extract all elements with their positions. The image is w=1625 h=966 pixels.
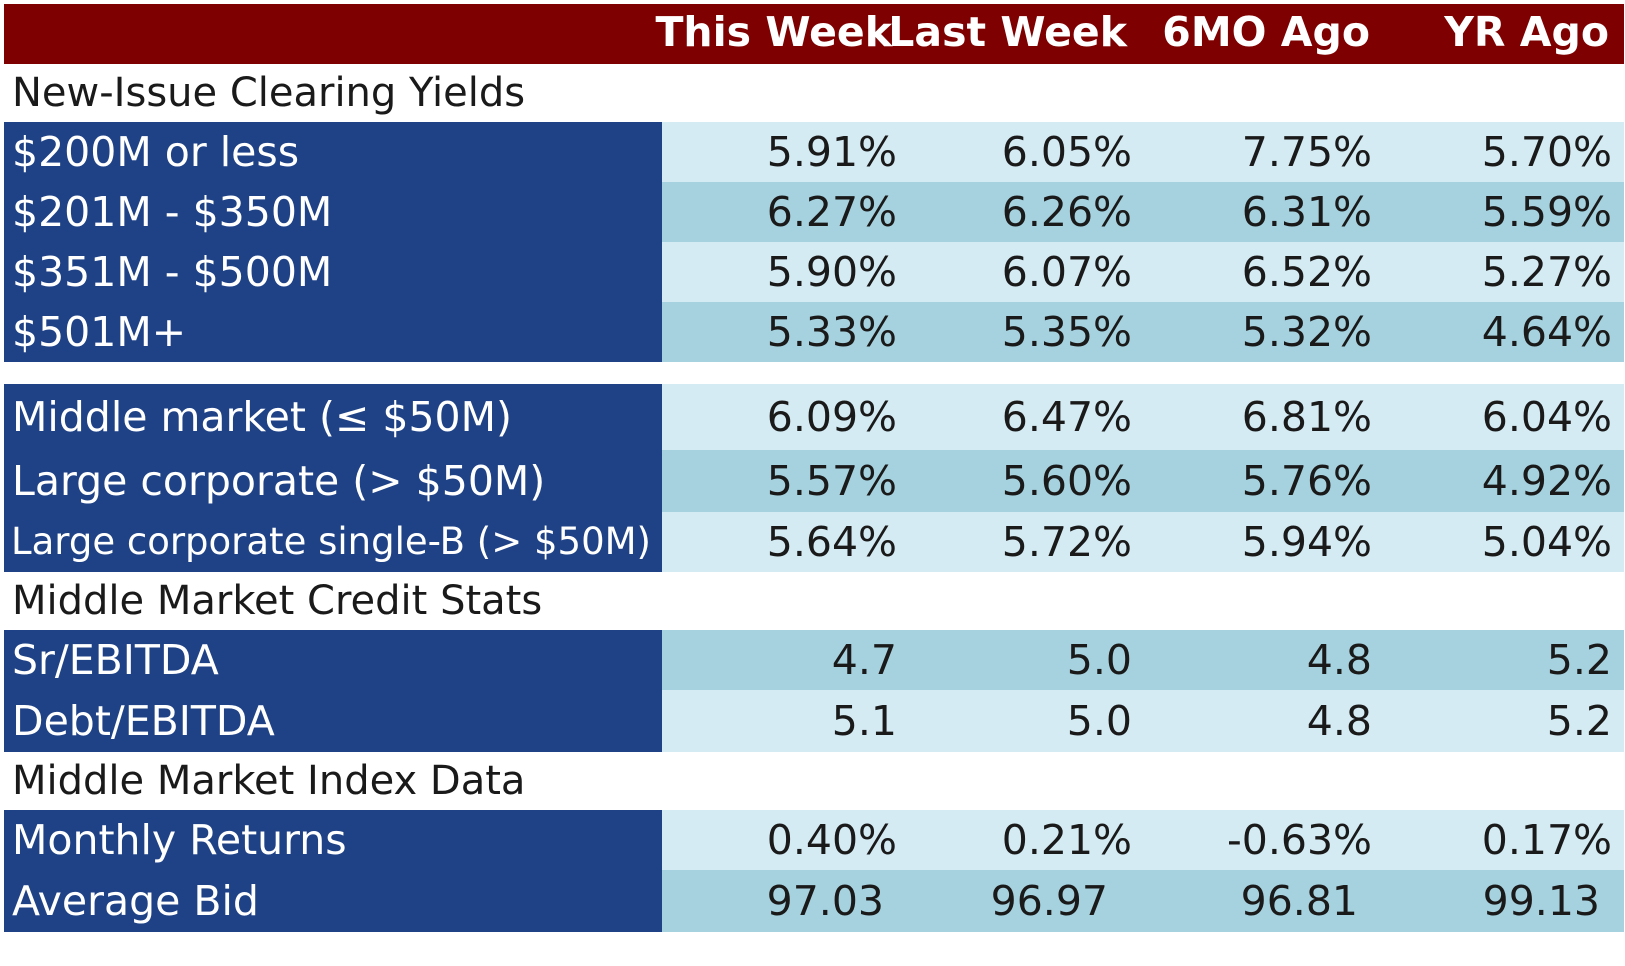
- section-title-new-issue: New-Issue Clearing Yields: [4, 64, 1624, 122]
- value-yr-ago: 4.92%: [1481, 457, 1612, 505]
- header-last-week: Last Week: [888, 8, 1127, 56]
- value-6mo-ago: 4.8: [1306, 636, 1372, 684]
- value-6mo-ago: 5.32%: [1241, 308, 1372, 356]
- row-values: 5.91% 6.05% 7.75% 5.70%: [662, 122, 1624, 182]
- section-title: Middle Market Credit Stats: [12, 578, 543, 624]
- value-6mo-ago: 5.94%: [1241, 518, 1372, 566]
- row-label: Average Bid: [4, 870, 662, 932]
- value-yr-ago: 6.04%: [1481, 393, 1612, 441]
- value-yr-ago: 5.27%: [1481, 248, 1612, 296]
- value-6mo-ago: 6.81%: [1241, 393, 1372, 441]
- row-label: Sr/EBITDA: [4, 630, 662, 690]
- section-title-credit-stats: Middle Market Credit Stats: [4, 572, 1624, 630]
- row-label: Middle market (≤ $50M): [4, 384, 662, 450]
- value-this-week: 5.90%: [766, 248, 897, 296]
- value-last-week: 96.97: [990, 877, 1108, 925]
- table-row: Large corporate (> $50M) 5.57% 5.60% 5.7…: [4, 450, 1624, 512]
- value-6mo-ago: -0.63%: [1226, 816, 1372, 864]
- value-this-week: 5.91%: [766, 128, 897, 176]
- table-row: Sr/EBITDA 4.7 5.0 4.8 5.2: [4, 630, 1624, 690]
- value-yr-ago: 5.04%: [1481, 518, 1612, 566]
- value-6mo-ago: 6.52%: [1241, 248, 1372, 296]
- row-values: 5.1 5.0 4.8 5.2: [662, 690, 1624, 752]
- row-values: 6.09% 6.47% 6.81% 6.04%: [662, 384, 1624, 450]
- value-last-week: 5.0: [1066, 697, 1132, 745]
- value-last-week: 5.60%: [1001, 457, 1132, 505]
- value-yr-ago: 5.2: [1546, 697, 1612, 745]
- row-values: 4.7 5.0 4.8 5.2: [662, 630, 1624, 690]
- section-title-index-data: Middle Market Index Data: [4, 752, 1624, 810]
- header-this-week: This Week: [655, 8, 892, 56]
- row-values: 5.90% 6.07% 6.52% 5.27%: [662, 242, 1624, 302]
- value-last-week: 0.21%: [1001, 816, 1132, 864]
- table-row: Middle market (≤ $50M) 6.09% 6.47% 6.81%…: [4, 384, 1624, 450]
- row-label: $201M - $350M: [4, 182, 662, 242]
- value-this-week: 5.57%: [766, 457, 897, 505]
- table-row: $351M - $500M 5.90% 6.07% 6.52% 5.27%: [4, 242, 1624, 302]
- value-this-week: 5.33%: [766, 308, 897, 356]
- value-last-week: 6.47%: [1001, 393, 1132, 441]
- value-this-week: 4.7: [831, 636, 897, 684]
- value-yr-ago: 5.59%: [1481, 188, 1612, 236]
- value-yr-ago: 5.70%: [1481, 128, 1612, 176]
- value-this-week: 6.09%: [766, 393, 897, 441]
- value-yr-ago: 99.13: [1482, 877, 1600, 925]
- value-yr-ago: 0.17%: [1481, 816, 1612, 864]
- row-values: 97.03 96.97 96.81 99.13: [662, 870, 1624, 932]
- value-this-week: 0.40%: [766, 816, 897, 864]
- header-6mo-ago: 6MO Ago: [1162, 8, 1370, 56]
- value-last-week: 6.05%: [1001, 128, 1132, 176]
- row-label: $200M or less: [4, 122, 662, 182]
- table-row: Average Bid 97.03 96.97 96.81 99.13: [4, 870, 1624, 932]
- value-6mo-ago: 4.8: [1306, 697, 1372, 745]
- row-label: $351M - $500M: [4, 242, 662, 302]
- row-values: 0.40% 0.21% -0.63% 0.17%: [662, 810, 1624, 870]
- value-yr-ago: 4.64%: [1481, 308, 1612, 356]
- table-row: $501M+ 5.33% 5.35% 5.32% 4.64%: [4, 302, 1624, 362]
- row-values: 5.33% 5.35% 5.32% 4.64%: [662, 302, 1624, 362]
- row-values: 5.64% 5.72% 5.94% 5.04%: [662, 512, 1624, 572]
- row-label: $501M+: [4, 302, 662, 362]
- section-title: Middle Market Index Data: [12, 758, 526, 804]
- table-row: Debt/EBITDA 5.1 5.0 4.8 5.2: [4, 690, 1624, 752]
- table-row: Monthly Returns 0.40% 0.21% -0.63% 0.17%: [4, 810, 1624, 870]
- table-row: $200M or less 5.91% 6.05% 7.75% 5.70%: [4, 122, 1624, 182]
- value-this-week: 5.1: [831, 697, 897, 745]
- value-last-week: 5.35%: [1001, 308, 1132, 356]
- row-label: Monthly Returns: [4, 810, 662, 870]
- value-last-week: 6.26%: [1001, 188, 1132, 236]
- row-label: Large corporate single-B (> $50M): [4, 512, 662, 572]
- header-row: This Week Last Week 6MO Ago YR Ago: [4, 4, 1624, 64]
- value-yr-ago: 5.2: [1546, 636, 1612, 684]
- row-values: 5.57% 5.60% 5.76% 4.92%: [662, 450, 1624, 512]
- value-this-week: 6.27%: [766, 188, 897, 236]
- value-last-week: 5.0: [1066, 636, 1132, 684]
- value-6mo-ago: 7.75%: [1241, 128, 1372, 176]
- row-label: Debt/EBITDA: [4, 690, 662, 752]
- value-last-week: 5.72%: [1001, 518, 1132, 566]
- table-row: $201M - $350M 6.27% 6.26% 6.31% 5.59%: [4, 182, 1624, 242]
- value-6mo-ago: 6.31%: [1241, 188, 1372, 236]
- value-this-week: 97.03: [766, 877, 884, 925]
- value-this-week: 5.64%: [766, 518, 897, 566]
- value-6mo-ago: 5.76%: [1241, 457, 1372, 505]
- section-title: New-Issue Clearing Yields: [12, 70, 526, 116]
- table-row: Large corporate single-B (> $50M) 5.64% …: [4, 512, 1624, 572]
- value-6mo-ago: 96.81: [1240, 877, 1358, 925]
- row-values: 6.27% 6.26% 6.31% 5.59%: [662, 182, 1624, 242]
- value-last-week: 6.07%: [1001, 248, 1132, 296]
- row-label: Large corporate (> $50M): [4, 450, 662, 512]
- header-yr-ago: YR Ago: [1444, 8, 1609, 56]
